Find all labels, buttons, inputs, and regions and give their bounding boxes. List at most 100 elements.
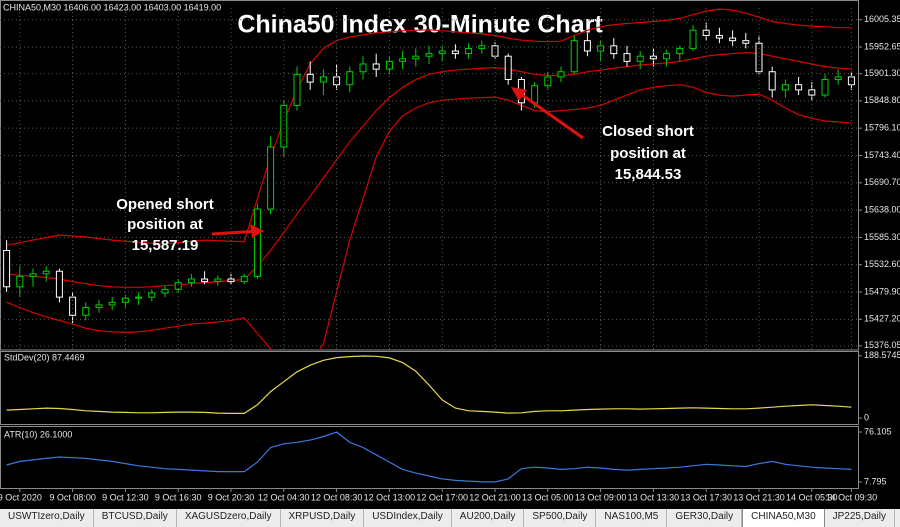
candle-body bbox=[729, 37, 737, 42]
candle-body bbox=[689, 29, 697, 49]
x-tick-label: 13 Oct 13:30 bbox=[628, 492, 680, 502]
y-tick-label: 15638.00 bbox=[864, 204, 900, 214]
y-tick-label: 15427.20 bbox=[864, 314, 900, 324]
annotation: 15,587.19 bbox=[132, 237, 199, 254]
x-tick-label: 12 Oct 08:30 bbox=[311, 492, 363, 502]
line bbox=[6, 51, 852, 288]
line bbox=[6, 8, 852, 246]
candle-body bbox=[385, 60, 393, 70]
candle-body bbox=[69, 296, 77, 316]
tab[interactable]: SP500,Daily bbox=[524, 509, 597, 527]
x-tick-label: 9 Oct 2020 bbox=[0, 492, 42, 502]
line bbox=[6, 431, 852, 483]
stddev-frame bbox=[0, 351, 859, 425]
atr-frame bbox=[0, 426, 859, 489]
candle-body bbox=[623, 53, 631, 62]
x-tick-label: 9 Oct 20:30 bbox=[208, 492, 255, 502]
tab[interactable]: GER30,Daily bbox=[667, 509, 743, 527]
y-tick-label: 15743.40 bbox=[864, 150, 900, 160]
candle-body bbox=[3, 250, 11, 288]
tab[interactable]: JP225,Daily bbox=[825, 509, 895, 527]
candle-body bbox=[306, 73, 314, 83]
x-tick-label: 14 Oct 05:30 bbox=[786, 492, 838, 502]
tab-bar: USWTIzero,Daily BTCUSD,Daily XAGUSDzero,Da… bbox=[0, 509, 900, 527]
candle-body bbox=[583, 40, 591, 52]
tab[interactable]: USDIndex,Daily bbox=[364, 509, 452, 527]
candle-body bbox=[663, 53, 671, 60]
candle-body bbox=[42, 270, 50, 275]
x-tick-label: 13 Oct 05:00 bbox=[522, 492, 574, 502]
candle-body bbox=[55, 270, 63, 298]
y-tick-label: 15532.60 bbox=[864, 259, 900, 269]
candle-body bbox=[742, 40, 750, 44]
annotation: Closed short bbox=[602, 123, 694, 140]
y-tick-label: 15796.10 bbox=[864, 123, 900, 133]
candle-body bbox=[676, 47, 684, 55]
annotation: Opened short bbox=[116, 196, 214, 213]
candle-body bbox=[293, 73, 301, 106]
candle-body bbox=[557, 71, 565, 78]
y-tick-label: 15479.90 bbox=[864, 286, 900, 296]
stddev-label: StdDev(20) 87.4469 bbox=[4, 352, 85, 362]
candle-body bbox=[715, 34, 723, 39]
y-tick-label: 15585.30 bbox=[864, 232, 900, 242]
candle-body bbox=[240, 275, 248, 283]
candle-body bbox=[821, 79, 829, 96]
candle-body bbox=[636, 55, 644, 62]
tab[interactable]: AU200,Daily bbox=[452, 509, 525, 527]
candle-body bbox=[755, 42, 763, 73]
candle-body bbox=[161, 288, 169, 294]
candle-body bbox=[465, 47, 473, 55]
x-tick-label: 12 Oct 21:00 bbox=[469, 492, 521, 502]
frames bbox=[0, 0, 859, 489]
tab[interactable]: USWTIzero,Daily bbox=[0, 509, 94, 527]
candle-body bbox=[253, 208, 261, 277]
y-tick-label: 16005.35 bbox=[864, 14, 900, 24]
candle-body bbox=[834, 76, 842, 81]
line bbox=[6, 84, 852, 350]
tab[interactable]: BTCUSD,Daily bbox=[94, 509, 177, 527]
y-tick-label: 15690.70 bbox=[864, 177, 900, 187]
y-tick-label: 76.105 bbox=[864, 426, 892, 436]
x-tick-label: 9 Oct 08:00 bbox=[49, 492, 96, 502]
candle-body bbox=[359, 63, 367, 73]
x-tick-label: 13 Oct 17:30 bbox=[680, 492, 732, 502]
candle-body bbox=[29, 273, 37, 277]
tab[interactable]: NAS100,M5 bbox=[596, 509, 668, 527]
candle-body bbox=[108, 301, 116, 306]
candle-body bbox=[82, 307, 90, 316]
candle-body bbox=[531, 85, 539, 104]
annotations: Opened short position at 15,587.19 Close… bbox=[116, 87, 694, 254]
main-frame bbox=[0, 0, 859, 351]
x-tick-label: 14 Oct 09:30 bbox=[826, 492, 878, 502]
y-tick-label: 188.5745 bbox=[864, 350, 900, 360]
x-tick-label: 12 Oct 13:00 bbox=[364, 492, 416, 502]
arrow-head bbox=[511, 87, 527, 101]
tab[interactable]: CHINA50,M30 bbox=[742, 509, 825, 527]
candle-body bbox=[214, 278, 222, 283]
candle-body bbox=[95, 304, 103, 309]
candle-body bbox=[399, 58, 407, 62]
candle-body bbox=[768, 71, 776, 91]
arrow bbox=[517, 90, 584, 140]
y-tick-label: 15952.65 bbox=[864, 41, 900, 51]
candle-body bbox=[491, 45, 499, 57]
tab[interactable]: XAGUSDzero,Daily bbox=[177, 509, 281, 527]
tab[interactable]: XRPUSD,Daily bbox=[281, 509, 365, 527]
candle-body bbox=[201, 278, 209, 283]
candle-body bbox=[504, 55, 512, 81]
chart-title: China50 Index 30-Minute Chart bbox=[237, 11, 603, 39]
candle-body bbox=[610, 45, 618, 55]
candle-body bbox=[148, 292, 156, 298]
annotation: 15,844.53 bbox=[615, 166, 682, 183]
tab[interactable]: AUD bbox=[895, 509, 900, 527]
x-tick-label: 13 Oct 21:30 bbox=[733, 492, 785, 502]
y-tick-label: 15376.05 bbox=[864, 340, 900, 350]
candle-body bbox=[372, 63, 380, 70]
candle-body bbox=[478, 45, 486, 49]
y-tick-label: 15848.80 bbox=[864, 95, 900, 105]
chart: CHINA50,M30 16406.00 16423.00 16403.00 1… bbox=[0, 0, 900, 502]
candle-body bbox=[319, 76, 327, 83]
atr-label: ATR(10) 26.1000 bbox=[4, 429, 72, 439]
candle-body bbox=[280, 104, 288, 148]
